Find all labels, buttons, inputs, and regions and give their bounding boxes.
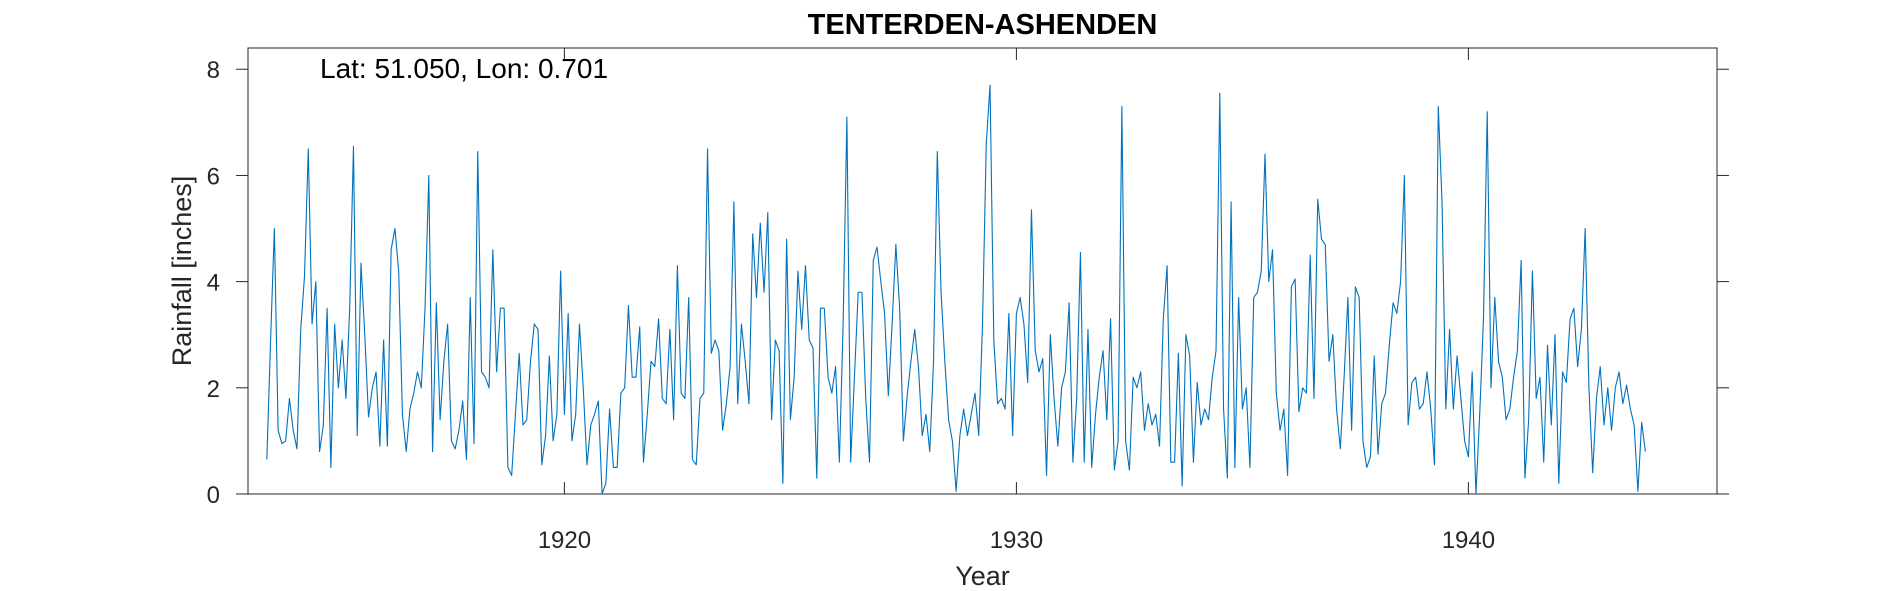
x-tick-label: 1940 (1442, 527, 1495, 554)
plot-frame (247, 47, 1718, 495)
x-axis-label: Year (955, 561, 1010, 591)
rainfall-series-line (266, 84, 1646, 495)
y-axis-label: Rainfall [inches] (167, 176, 197, 367)
station-coordinates-annotation: Lat: 51.050, Lon: 0.701 (320, 53, 608, 84)
axis-tick-labels: 1920 1930 1940 0 2 4 6 8 (207, 57, 1495, 554)
y-tick-label: 4 (207, 270, 220, 297)
x-tick-label: 1920 (538, 527, 591, 554)
y-tick-label: 6 (207, 163, 220, 190)
axis-ticks (236, 48, 1729, 495)
chart-title: TENTERDEN-ASHENDEN (808, 9, 1158, 41)
y-tick-label: 2 (207, 376, 220, 403)
y-tick-label: 8 (207, 57, 220, 84)
y-tick-label: 0 (207, 482, 220, 509)
x-tick-label: 1930 (990, 527, 1043, 554)
